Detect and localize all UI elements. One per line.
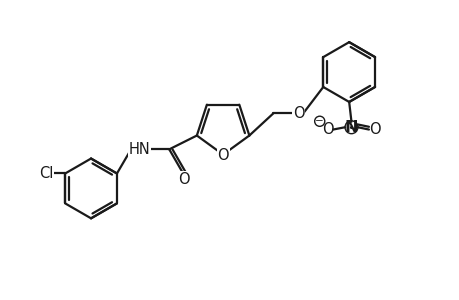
Text: Cl: Cl	[39, 166, 53, 181]
Text: O: O	[368, 122, 380, 137]
Text: −: −	[315, 116, 324, 126]
Text: O: O	[217, 148, 229, 163]
Text: O: O	[292, 106, 304, 121]
Text: HN: HN	[128, 142, 150, 157]
Text: O: O	[321, 122, 333, 137]
Text: N: N	[344, 120, 358, 135]
Text: O: O	[178, 172, 190, 187]
